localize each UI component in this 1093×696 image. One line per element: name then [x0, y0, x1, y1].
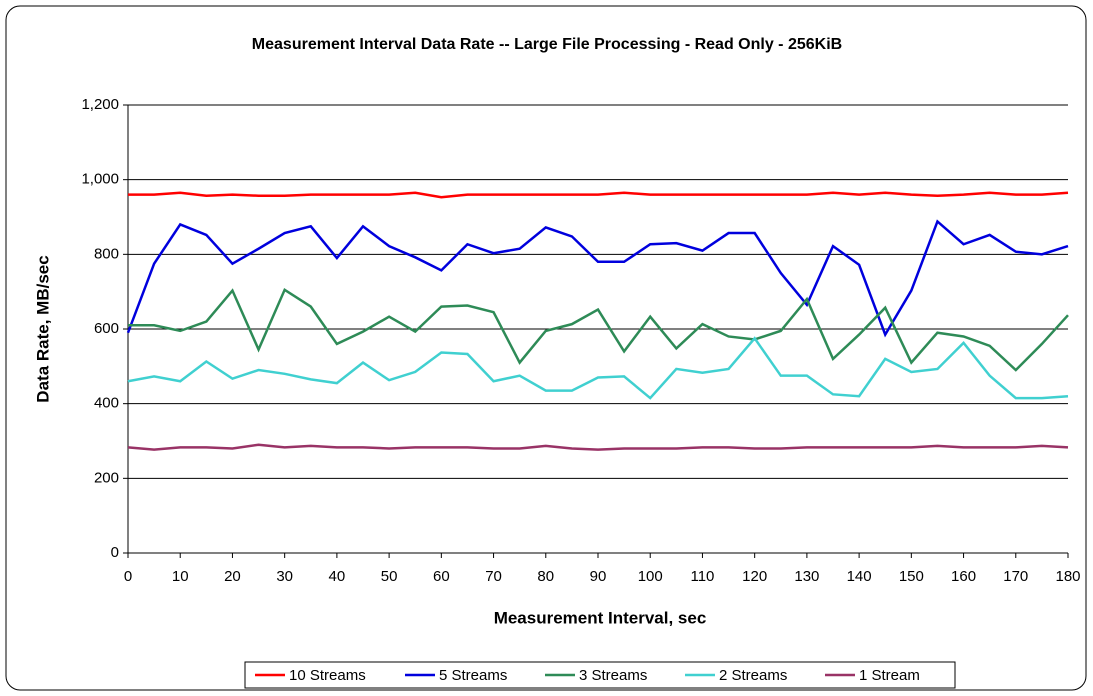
- y-tick-label: 600: [94, 320, 119, 337]
- x-tick-label: 50: [381, 568, 398, 585]
- y-tick-label: 1,000: [81, 171, 119, 188]
- x-tick-label: 90: [590, 568, 607, 585]
- series-line: [128, 191, 1069, 199]
- y-tick-label: 1,200: [81, 96, 119, 113]
- series-line: [127, 336, 1069, 400]
- x-tick-label: 40: [329, 568, 346, 585]
- x-tick-label: 160: [951, 568, 976, 585]
- legend-label: 10 Streams: [289, 667, 366, 684]
- legend-label: 2 Streams: [719, 667, 787, 684]
- legend-label: 5 Streams: [439, 667, 507, 684]
- x-tick-label: 170: [1003, 568, 1028, 585]
- x-tick-label: 0: [124, 568, 132, 585]
- x-tick-label: 20: [224, 568, 241, 585]
- x-tick-label: 120: [742, 568, 767, 585]
- x-tick-label: 80: [537, 568, 554, 585]
- legend-label: 1 Stream: [859, 667, 920, 684]
- x-tick-label: 110: [690, 568, 714, 585]
- x-tick-label: 10: [172, 568, 189, 585]
- x-tick-label: 130: [794, 568, 819, 585]
- y-tick-label: 0: [111, 544, 119, 561]
- series-line: [128, 287, 1069, 372]
- x-tick-label: 70: [485, 568, 502, 585]
- y-tick-label: 200: [94, 469, 119, 486]
- x-tick-label: 60: [433, 568, 450, 585]
- x-tick-label: 180: [1055, 568, 1080, 585]
- chart-title: Measurement Interval Data Rate -- Large …: [252, 36, 842, 53]
- chart-border: [5, 5, 1087, 691]
- x-tick-label: 140: [847, 568, 872, 585]
- x-tick-label: 100: [638, 568, 663, 585]
- series-line: [127, 443, 1069, 451]
- y-tick-label: 800: [94, 245, 119, 262]
- y-tick-label: 400: [94, 395, 119, 412]
- series-line: [126, 219, 1069, 338]
- x-axis-title: Measurement Interval, sec: [494, 608, 707, 627]
- x-tick-label: 150: [899, 568, 924, 585]
- y-axis-title: Data Rate, MB/sec: [33, 255, 52, 402]
- legend: 10 Streams 5 Streams 3 Streams 2 Streams 1 S…: [244, 661, 956, 689]
- x-tick-label: 30: [276, 568, 293, 585]
- legend-label: 3 Streams: [579, 667, 647, 684]
